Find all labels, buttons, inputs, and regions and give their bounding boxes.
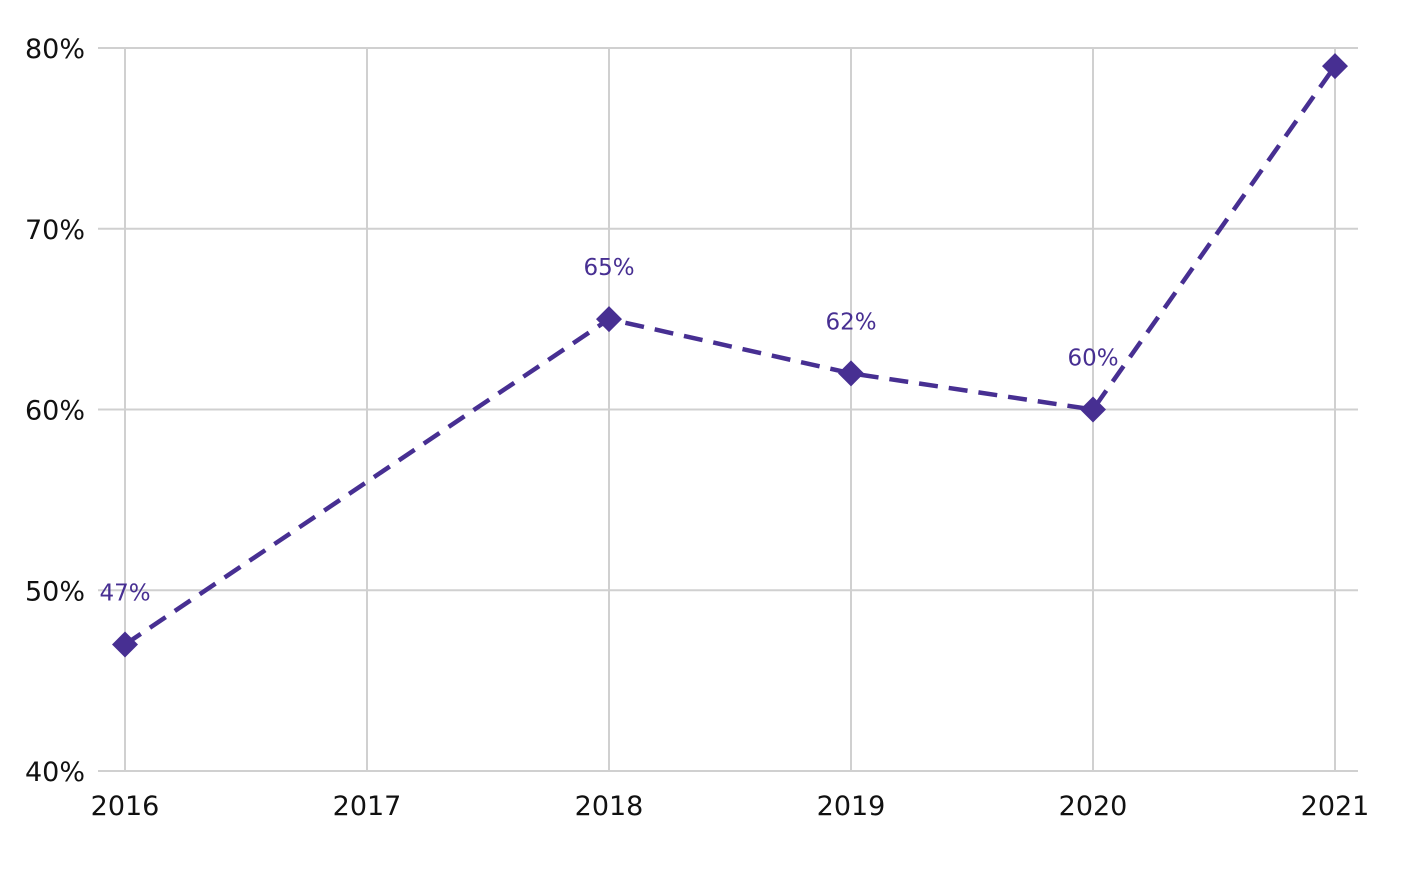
y-tick-label: 80% <box>25 34 85 65</box>
data-point-marker <box>596 306 622 333</box>
data-point-marker <box>1322 53 1348 80</box>
y-axis: 80% 70% 60% 50% 40% <box>25 34 85 788</box>
data-label: 62% <box>825 309 876 335</box>
data-labels-group: 47% 65% 62% 60% <box>99 255 1118 606</box>
x-tick-label: 2016 <box>91 791 160 822</box>
data-point-marker <box>1080 396 1106 423</box>
x-tick-label: 2018 <box>575 791 644 822</box>
data-label: 60% <box>1067 346 1118 372</box>
data-point-marker <box>112 631 138 658</box>
x-tick-label: 2019 <box>817 791 886 822</box>
y-tick-label: 70% <box>25 215 85 246</box>
chart-grid <box>98 47 1358 772</box>
series-line <box>123 64 1337 647</box>
x-tick-label: 2017 <box>333 791 402 822</box>
data-label: 47% <box>99 580 150 606</box>
series-group <box>112 53 1348 658</box>
y-tick-label: 60% <box>25 396 85 427</box>
y-tick-label: 40% <box>25 757 85 788</box>
y-tick-label: 50% <box>25 576 85 607</box>
x-axis: 2016 2017 2018 2019 2020 2021 <box>91 791 1370 822</box>
x-tick-label: 2021 <box>1301 791 1370 822</box>
data-point-marker <box>838 360 864 387</box>
x-tick-label: 2020 <box>1059 791 1128 822</box>
data-label: 65% <box>583 255 634 281</box>
